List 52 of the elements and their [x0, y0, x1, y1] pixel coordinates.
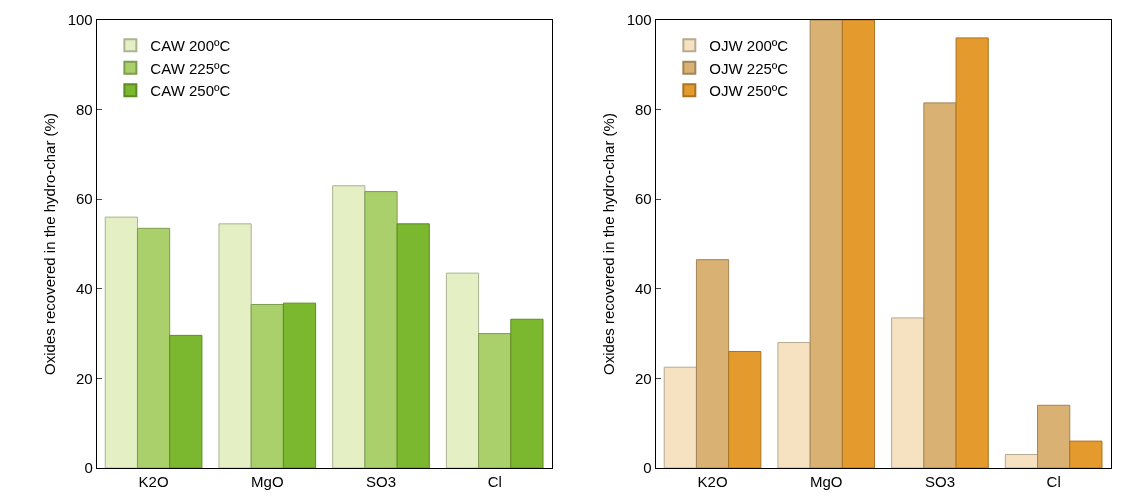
x-tick-label: K2O	[697, 473, 728, 490]
bar	[169, 334, 203, 468]
bar	[282, 302, 317, 468]
legend-label: OJW 225ºC	[709, 59, 789, 77]
y-tick-label: 0	[643, 459, 652, 477]
bar	[364, 191, 398, 468]
bar	[841, 20, 876, 468]
legend-label: OJW 200ºC	[709, 37, 789, 55]
y-tick-label: 0	[84, 459, 93, 477]
bar	[891, 317, 925, 468]
legend-label: CAW 200ºC	[150, 37, 231, 55]
x-tick-label: SO3	[365, 473, 396, 490]
x-tick-label: Cl	[1046, 473, 1061, 490]
bar	[695, 259, 730, 468]
x-tick-label: MgO	[809, 473, 843, 490]
x-tick-label: MgO	[251, 473, 284, 490]
bar	[955, 37, 989, 468]
bar	[104, 216, 138, 468]
y-tick-label: 20	[76, 369, 93, 387]
y-tick-label: 60	[634, 190, 652, 208]
bar	[218, 223, 252, 468]
y-tick-label: 100	[67, 11, 93, 29]
y-tick-label: 80	[634, 100, 652, 118]
bar	[728, 351, 762, 468]
bar	[663, 366, 697, 468]
bar	[809, 20, 843, 468]
bar	[1004, 454, 1039, 468]
y-axis-title: Oxides recovered in the hydro-char (%)	[40, 113, 58, 375]
bar	[136, 227, 171, 468]
y-tick-label: 20	[634, 369, 652, 387]
bar	[1037, 404, 1071, 468]
y-tick-label: 60	[76, 190, 93, 208]
legend-label: CAW 225ºC	[150, 59, 231, 77]
bar	[445, 272, 480, 468]
bar	[777, 342, 811, 468]
bar	[510, 318, 544, 468]
bar	[396, 223, 430, 468]
x-tick-label: Cl	[487, 473, 502, 490]
x-tick-label: K2O	[138, 473, 169, 490]
y-tick-label: 80	[76, 100, 93, 118]
bar	[332, 185, 366, 468]
y-axis-title: Oxides recovered in the hydro-char (%)	[599, 113, 617, 375]
y-tick-label: 40	[76, 280, 93, 298]
legend-label: OJW 250ºC	[709, 82, 789, 100]
bar	[478, 333, 512, 468]
y-tick-label: 40	[634, 280, 652, 298]
bar	[923, 102, 957, 468]
x-tick-label: SO3	[924, 473, 955, 490]
y-tick-label: 100	[626, 11, 652, 29]
legend-label: CAW 250ºC	[150, 82, 231, 100]
bar	[1069, 440, 1103, 468]
bar	[250, 303, 284, 468]
